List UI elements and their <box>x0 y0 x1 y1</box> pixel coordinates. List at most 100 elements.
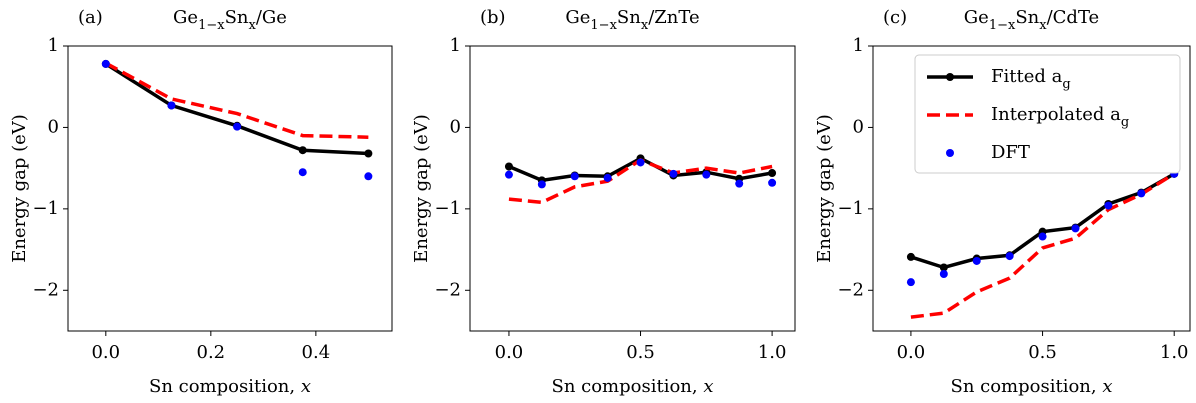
data-point <box>504 162 513 171</box>
plot-area <box>469 45 796 332</box>
text-part: Interpolated a <box>991 104 1121 125</box>
data-point <box>906 278 915 287</box>
y-tick-label: −1 <box>434 198 461 219</box>
x-tick-label: 0.5 <box>626 342 655 363</box>
data-point <box>939 263 948 272</box>
x-tick-label: 1.0 <box>1160 342 1189 363</box>
text-part: DFT <box>991 142 1030 163</box>
y-axis-label: Energy gap (eV) <box>814 114 835 263</box>
legend-marker <box>946 73 954 81</box>
text-part: g <box>1062 77 1070 92</box>
panel-label: (a) <box>78 7 103 28</box>
text-part: Fitted a <box>991 66 1063 87</box>
data-point <box>298 146 307 155</box>
text-part: Sn <box>1015 7 1039 28</box>
chart-title: Ge1−xSnx/ZnTe <box>565 7 699 33</box>
x-tick-label: 0.2 <box>197 342 226 363</box>
data-point <box>603 173 612 182</box>
data-point <box>101 59 110 68</box>
x-tick-label: 0.0 <box>897 342 926 363</box>
text-part: Sn <box>225 7 249 28</box>
data-point <box>669 169 678 178</box>
data-point <box>1005 252 1014 261</box>
plot-area <box>872 45 1191 332</box>
data-point <box>537 180 546 189</box>
y-tick-label: 0 <box>48 116 59 137</box>
text-part: Ge <box>964 7 989 28</box>
series-line <box>104 61 369 139</box>
text-part: Sn <box>617 7 641 28</box>
text-part: Ge <box>565 7 590 28</box>
x-tick-label: 0.4 <box>302 342 331 363</box>
text-part: g <box>1121 115 1129 130</box>
legend-box <box>914 54 1181 174</box>
y-tick-label: 0 <box>853 116 864 137</box>
data-point <box>735 179 744 188</box>
data-point <box>364 172 373 181</box>
y-tick-label: 0 <box>450 116 461 137</box>
y-tick-label: −2 <box>434 279 461 300</box>
chart-title: Ge1−xSnx/Ge <box>173 7 287 33</box>
text-part: /Ge <box>256 7 287 28</box>
text-part: /ZnTe <box>648 7 699 28</box>
y-axis-label: Energy gap (eV) <box>411 114 432 263</box>
data-point <box>233 122 242 131</box>
data-point <box>570 172 579 181</box>
data-point <box>768 169 777 178</box>
data-point <box>768 178 777 187</box>
x-tick-label: 0.5 <box>1028 342 1057 363</box>
text-part: x <box>703 376 713 397</box>
series-line <box>910 172 1176 270</box>
data-point <box>972 256 981 265</box>
series-line <box>910 172 1176 319</box>
y-tick-label: 1 <box>48 35 59 56</box>
text-part: x <box>641 18 649 33</box>
data-point <box>636 158 645 167</box>
data-point <box>504 170 513 179</box>
chart-title: Ge1−xSnx/CdTe <box>964 7 1099 33</box>
text-part: x <box>1039 18 1047 33</box>
data-point <box>1137 189 1146 198</box>
text-part: /CdTe <box>1047 7 1100 28</box>
y-tick-label: 1 <box>450 35 461 56</box>
x-axis-label: Sn composition, x <box>551 376 713 397</box>
y-axis-label: Energy gap (eV) <box>9 114 30 263</box>
text-part: Sn composition, <box>149 376 301 397</box>
legend-label: Interpolated ag <box>991 104 1129 130</box>
panel-label: (c) <box>883 7 907 28</box>
data-point <box>939 270 948 278</box>
data-point <box>1071 224 1080 233</box>
x-axis-label: Sn composition, x <box>950 376 1112 397</box>
data-point <box>1104 201 1113 210</box>
y-tick-label: −2 <box>837 279 864 300</box>
data-point <box>702 170 711 179</box>
series-line <box>104 62 369 156</box>
data-point <box>167 101 176 110</box>
text-part: Ge <box>173 7 198 28</box>
y-tick-label: −1 <box>837 198 864 219</box>
data-point <box>298 168 307 177</box>
y-tick-label: 1 <box>853 35 864 56</box>
x-tick-label: 0.0 <box>495 342 524 363</box>
text-part: x <box>1102 376 1112 397</box>
panel-label: (b) <box>480 7 506 28</box>
y-tick-label: −2 <box>32 279 59 300</box>
data-point <box>1038 232 1047 241</box>
text-part: x <box>249 18 257 33</box>
data-point <box>906 252 915 261</box>
x-tick-label: 1.0 <box>758 342 787 363</box>
plot-area <box>67 45 393 332</box>
text-part: Sn composition, <box>950 376 1102 397</box>
text-part: 1−x <box>590 18 617 33</box>
y-tick-label: −1 <box>32 198 59 219</box>
text-part: x <box>301 376 311 397</box>
legend-marker <box>946 149 954 157</box>
data-point <box>364 149 373 158</box>
legend-label: Fitted ag <box>991 66 1071 92</box>
x-axis-label: Sn composition, x <box>149 376 311 397</box>
x-tick-label: 0.0 <box>91 342 120 363</box>
text-part: Sn composition, <box>551 376 703 397</box>
text-part: 1−x <box>198 18 225 33</box>
